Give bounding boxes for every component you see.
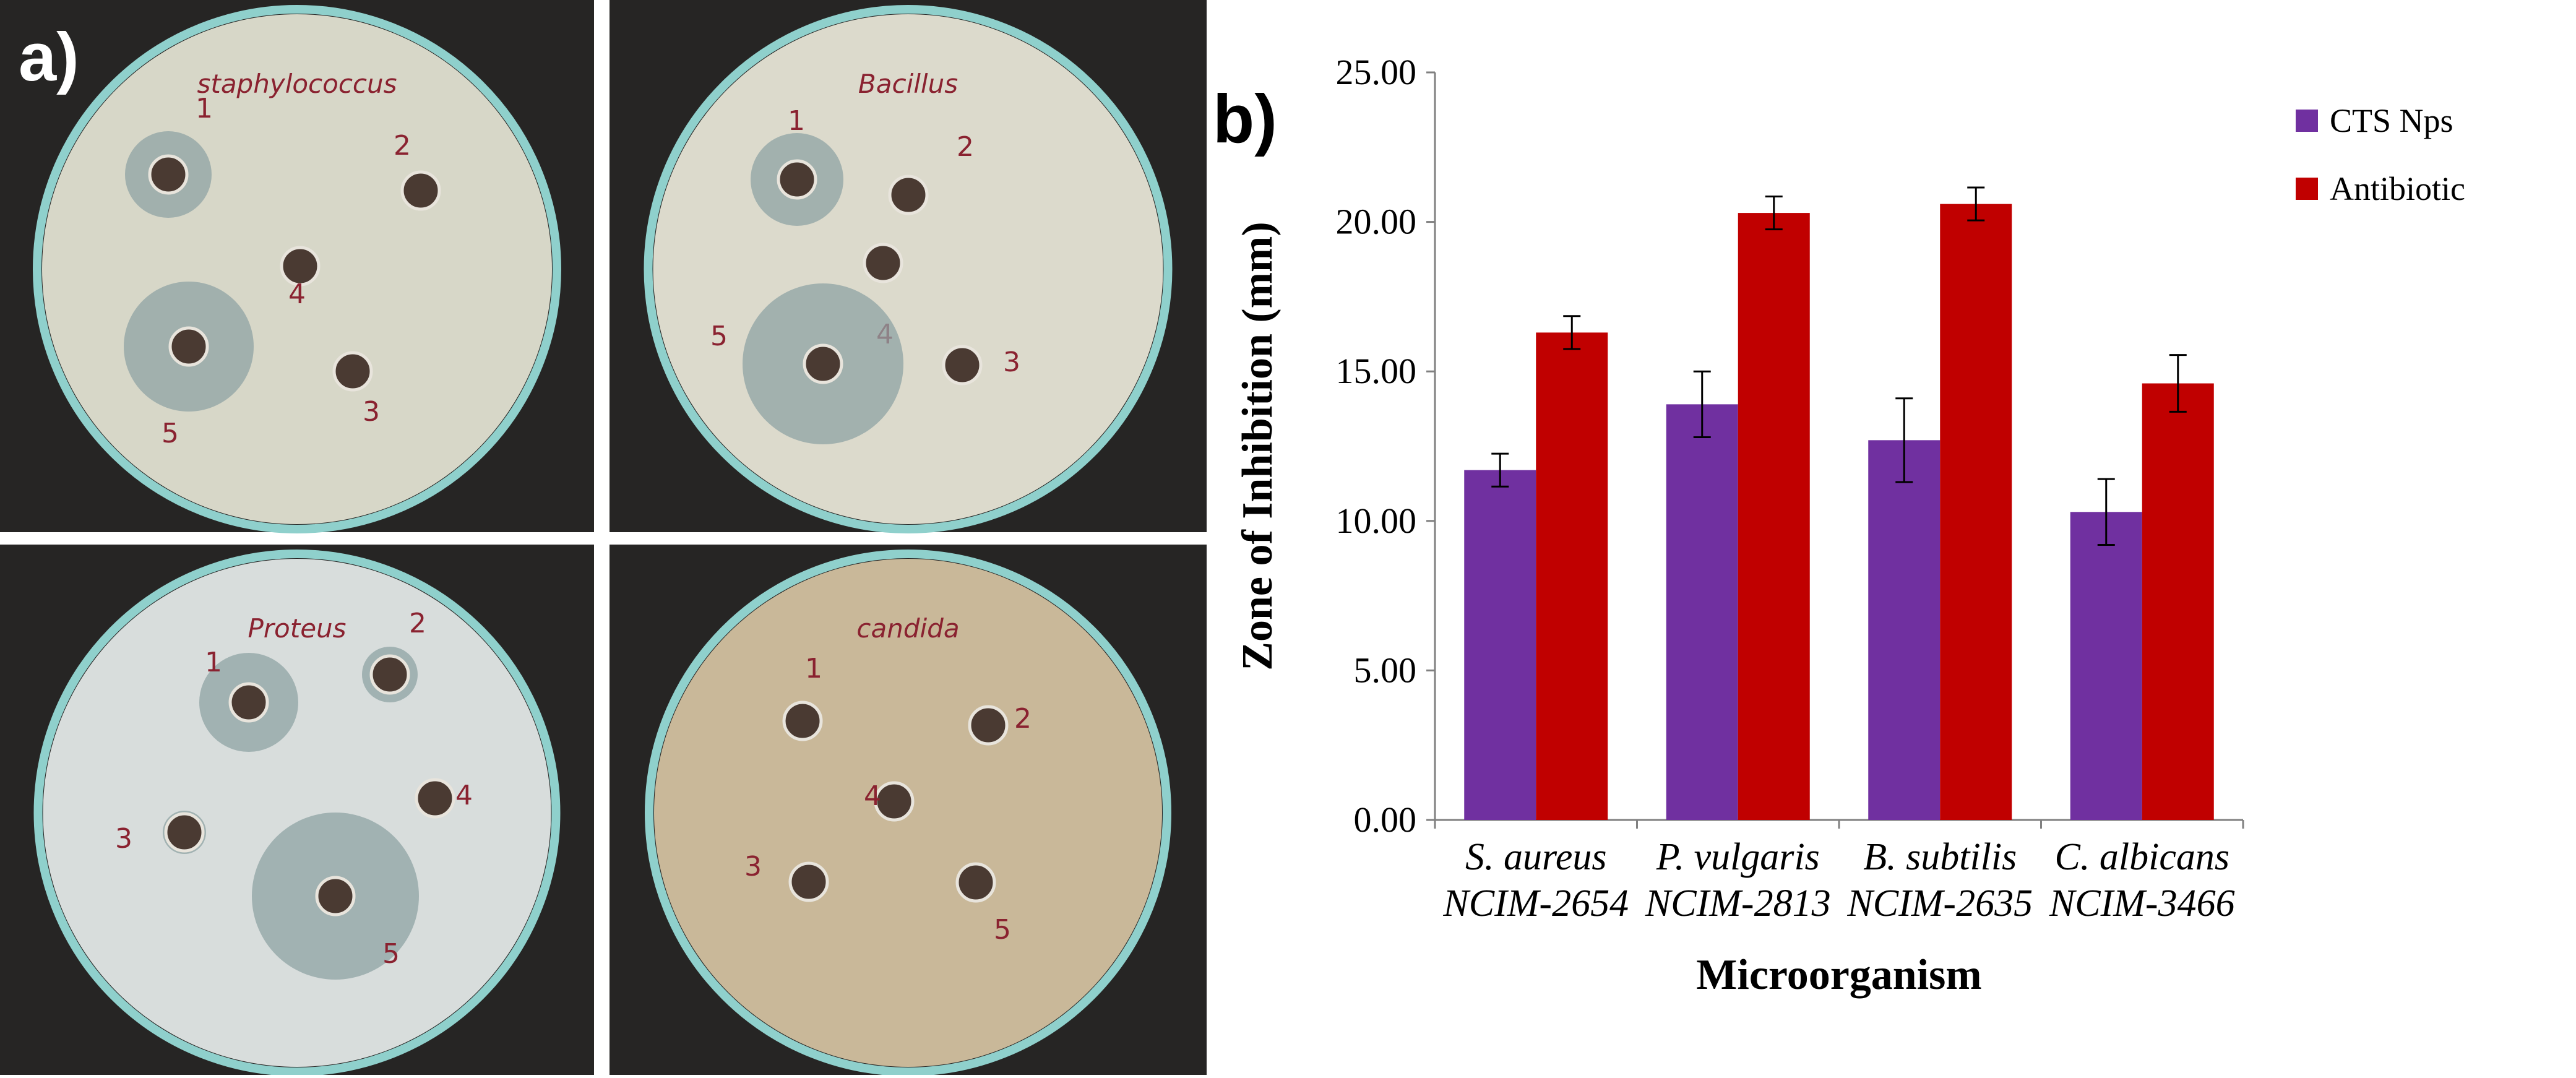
x-category-label: P. vulgaris <box>1656 836 1820 878</box>
bar-antibiotic <box>2142 383 2214 820</box>
petri-plate-4: candida 1 2 4 3 5 <box>610 545 1207 1076</box>
well <box>280 246 321 287</box>
petri-plate-3: Proteus 1 2 4 3 5 <box>0 545 594 1076</box>
bar-antibiotic <box>1536 332 1608 820</box>
bar-cts-nps <box>2070 512 2142 820</box>
well <box>777 159 817 200</box>
x-category-label: B. subtilis <box>1863 836 2017 878</box>
well-number: 5 <box>382 938 400 970</box>
petri-plate-2: Bacillus12453 <box>610 0 1207 533</box>
legend-label: CTS Nps <box>2330 102 2453 139</box>
well <box>863 243 903 283</box>
y-tick-label: 25.00 <box>1336 52 1417 92</box>
well-number: 3 <box>115 823 132 855</box>
bar-antibiotic <box>1738 213 1810 820</box>
chart-legend: CTS Nps Antibiotic <box>2296 102 2465 207</box>
well <box>164 812 205 853</box>
petri-dish-rim <box>645 550 1171 1076</box>
well-number: 5 <box>710 321 728 352</box>
y-tick-label: 20.00 <box>1336 202 1417 242</box>
panel-b-label: b) <box>1213 81 1277 157</box>
well <box>415 778 455 819</box>
x-category-code: NCIM-2813 <box>1645 882 1831 925</box>
well <box>332 351 373 392</box>
well <box>782 701 823 741</box>
well-number: 2 <box>957 131 974 163</box>
legend-label: Antibiotic <box>2330 170 2465 207</box>
legend-swatch <box>2296 110 2318 132</box>
well <box>400 170 441 211</box>
well <box>968 705 1009 746</box>
well <box>228 682 269 723</box>
zone-of-inhibition-bar-chart: b) 0.00 5.00 10.00 15.00 20.00 25.00 S. aureus… <box>1213 52 2465 999</box>
x-category-code: NCIM-3466 <box>2049 882 2235 925</box>
y-axis-title: Zone of Inhibition (mm) <box>1234 222 1282 670</box>
plate-label: candida <box>856 613 959 644</box>
well-number: 3 <box>1003 347 1020 378</box>
agar-surface <box>43 559 551 1067</box>
y-tick-label: 5.00 <box>1354 650 1417 690</box>
well-number: 4 <box>864 780 881 812</box>
well-number: 3 <box>363 396 380 428</box>
y-tick-label: 15.00 <box>1336 351 1417 391</box>
panel-b-chart: b) 0.00 5.00 10.00 15.00 20.00 25.00 S. aureus… <box>1213 0 2576 1075</box>
well <box>168 326 209 367</box>
x-category-code: NCIM-2635 <box>1846 882 2033 925</box>
petri-dish-photographs: staphylococcus12453Bacillus12453Proteus1… <box>0 0 1207 1076</box>
well-number: 5 <box>162 418 179 449</box>
well-number: 2 <box>409 608 426 639</box>
well <box>788 861 829 902</box>
well-number: 1 <box>788 105 805 137</box>
well <box>874 781 915 822</box>
bar-cts-nps <box>1868 440 1941 820</box>
x-category-label: C. albicans <box>2055 836 2229 878</box>
well-number: 5 <box>994 914 1011 946</box>
x-category-code: NCIM-2654 <box>1442 882 1629 925</box>
well-number: 3 <box>744 851 762 882</box>
well-number: 4 <box>455 780 473 811</box>
well <box>369 654 410 695</box>
well-number: 1 <box>196 93 213 124</box>
bar-antibiotic <box>1940 204 2012 820</box>
y-tick-label: 10.00 <box>1336 501 1417 541</box>
x-axis-title: Microorganism <box>1696 951 1981 999</box>
plate-label: staphylococcus <box>197 69 397 99</box>
well-number: 2 <box>1014 703 1032 735</box>
well <box>955 862 996 903</box>
panel-a-label: a) <box>19 19 79 95</box>
bar-cts-nps <box>1464 470 1536 820</box>
well <box>942 345 983 386</box>
petri-dish-rim <box>33 5 561 533</box>
well-number: 1 <box>805 653 822 684</box>
legend-swatch <box>2296 178 2318 200</box>
well-number: 2 <box>394 130 411 162</box>
petri-dish-rim <box>644 5 1173 533</box>
chart-bars <box>1464 186 2214 820</box>
petri-dish-rim <box>33 550 561 1076</box>
well <box>888 175 929 215</box>
panel-a-photos: staphylococcus12453Bacillus12453Proteus1… <box>0 0 1207 1076</box>
bar-cts-nps <box>1666 404 1738 820</box>
well <box>803 343 843 384</box>
plate-label: Proteus <box>248 613 346 644</box>
x-category-label: S. aureus <box>1465 836 1606 878</box>
y-tick-label: 0.00 <box>1354 800 1417 840</box>
well <box>148 154 189 195</box>
well <box>315 876 356 916</box>
plate-label: Bacillus <box>858 69 958 99</box>
well-number: 1 <box>205 647 222 678</box>
well-number: 4 <box>288 278 306 310</box>
